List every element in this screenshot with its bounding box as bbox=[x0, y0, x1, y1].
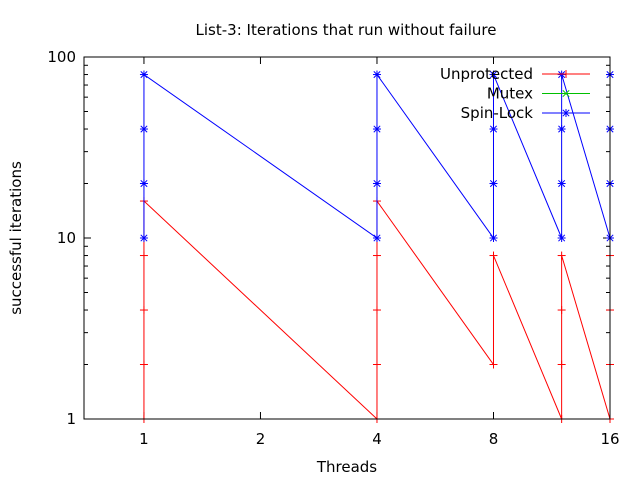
data-point bbox=[372, 125, 381, 134]
series-lines bbox=[139, 70, 614, 423]
legend-marker bbox=[562, 89, 570, 98]
data-point bbox=[489, 125, 498, 134]
y-tick-label: 100 bbox=[47, 48, 76, 66]
data-point bbox=[489, 70, 498, 79]
data-point bbox=[489, 360, 498, 369]
data-point bbox=[139, 251, 148, 260]
data-point bbox=[557, 306, 566, 315]
data-point bbox=[557, 125, 566, 134]
data-point bbox=[557, 234, 566, 242]
data-point bbox=[557, 179, 566, 188]
data-point bbox=[557, 251, 566, 260]
series-line-spin-lock bbox=[143, 72, 611, 240]
y-axis-label: successful iterations bbox=[7, 161, 25, 315]
data-point bbox=[489, 179, 498, 188]
data-point bbox=[489, 234, 498, 242]
data-point bbox=[139, 125, 148, 134]
x-axis-label: Threads bbox=[316, 458, 377, 476]
legend-marker bbox=[562, 70, 570, 78]
data-point bbox=[139, 234, 148, 242]
x-tick-label: 2 bbox=[256, 430, 266, 448]
series-line-unprotected bbox=[143, 199, 611, 421]
axis-ticks: 1 2 4 8 16 1 10 100 bbox=[47, 48, 619, 448]
data-point bbox=[372, 306, 381, 315]
data-point bbox=[557, 70, 566, 79]
data-point bbox=[372, 179, 381, 188]
x-tick-label: 8 bbox=[489, 430, 499, 448]
legend-marker bbox=[562, 109, 570, 117]
data-point bbox=[139, 179, 148, 188]
data-point bbox=[139, 70, 148, 79]
data-point bbox=[139, 306, 148, 315]
data-point bbox=[557, 360, 566, 369]
legend-label: Spin-Lock bbox=[461, 104, 534, 122]
legend-label: Mutex bbox=[487, 85, 533, 103]
y-tick-label: 1 bbox=[66, 410, 76, 428]
chart-title: List-3: Iterations that run without fail… bbox=[196, 21, 497, 39]
legend-label: Unprotected bbox=[440, 65, 533, 83]
data-point bbox=[372, 234, 381, 242]
x-tick-label: 4 bbox=[372, 430, 382, 448]
plot-frame bbox=[83, 56, 611, 420]
y-tick-label: 10 bbox=[57, 229, 76, 247]
data-point bbox=[139, 360, 148, 369]
data-point bbox=[372, 360, 381, 369]
data-point bbox=[372, 70, 381, 79]
data-point bbox=[489, 251, 498, 260]
x-tick-label: 16 bbox=[600, 430, 619, 448]
x-tick-label: 1 bbox=[139, 430, 149, 448]
data-point bbox=[372, 251, 381, 260]
